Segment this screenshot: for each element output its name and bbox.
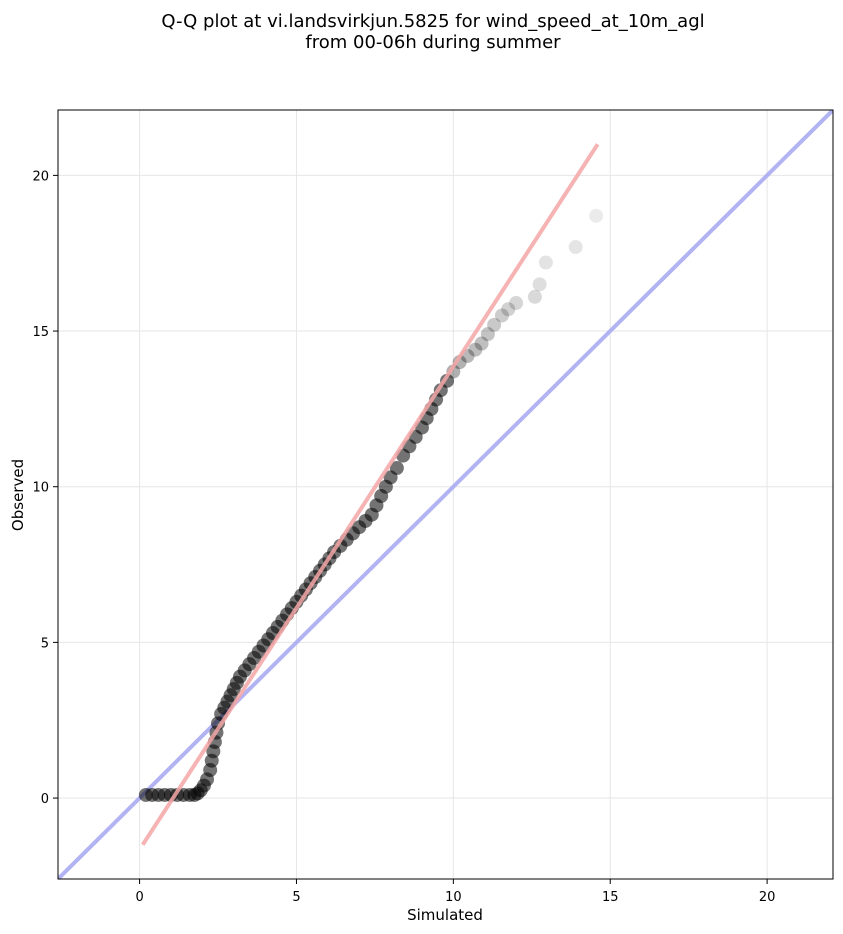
data-point <box>532 277 547 292</box>
data-point <box>494 308 509 323</box>
plot-frame <box>57 109 834 880</box>
x-tick-label: 10 <box>445 890 462 905</box>
x-tick-label: 20 <box>759 890 776 905</box>
y-tick-label: 5 <box>41 636 49 651</box>
x-tick-label: 0 <box>135 890 143 905</box>
x-axis-ticks: 0 5 10 15 20 <box>135 879 775 905</box>
y-tick-label: 0 <box>41 792 49 807</box>
data-point <box>474 336 489 351</box>
x-tick-label: 5 <box>292 890 300 905</box>
chart-title-line-2: from 00-06h during summer <box>305 32 561 53</box>
y-tick-label: 10 <box>32 481 49 496</box>
data-point <box>389 461 404 476</box>
data-point <box>509 296 524 311</box>
plot-area <box>58 110 833 879</box>
chart-title-line-1: Q-Q plot at vi.landsvirkjun.5825 for win… <box>161 11 704 32</box>
x-axis-label: Simulated <box>407 906 483 924</box>
data-point <box>487 317 502 332</box>
data-point <box>538 255 553 270</box>
data-points <box>138 208 604 802</box>
y-tick-label: 20 <box>32 169 49 184</box>
y-tick-label: 15 <box>32 325 49 340</box>
x-tick-label: 15 <box>602 890 619 905</box>
data-point <box>589 208 604 223</box>
data-point <box>468 342 483 357</box>
data-point <box>527 289 542 304</box>
y-axis-label: Observed <box>9 459 27 531</box>
data-point <box>568 239 583 254</box>
data-point <box>480 327 495 342</box>
identity-line <box>58 110 833 879</box>
y-axis-ticks: 0 5 10 15 20 <box>32 169 58 807</box>
fit-line <box>141 143 600 846</box>
data-point <box>501 302 516 317</box>
